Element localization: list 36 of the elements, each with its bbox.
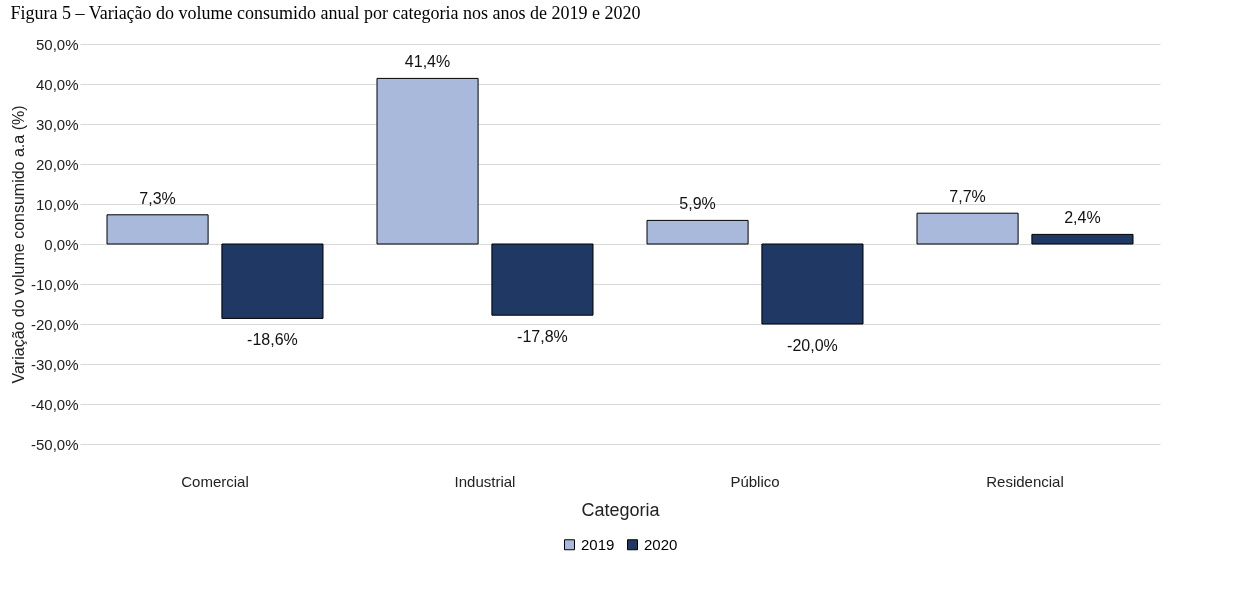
- bar: [376, 77, 479, 245]
- x-axis-title: Categoria: [581, 499, 661, 520]
- data-label: 7,3%: [139, 189, 176, 207]
- legend-label: 2019: [581, 535, 615, 553]
- bar: [106, 214, 209, 245]
- y-tick-label: -10,0%: [30, 275, 79, 293]
- bar: [221, 243, 324, 319]
- y-tick-label: 30,0%: [35, 115, 79, 133]
- bar: [646, 219, 749, 245]
- data-label: 7,7%: [949, 188, 986, 206]
- y-tick-label: 40,0%: [35, 75, 79, 93]
- data-label: -20,0%: [787, 337, 838, 354]
- data-label: 41,4%: [404, 53, 451, 71]
- data-label: 2,4%: [1064, 209, 1101, 227]
- data-label: -18,6%: [247, 331, 298, 349]
- y-tick-label: -50,0%: [30, 435, 79, 453]
- y-axis-title: Variação do volume consumido a.a (%): [9, 105, 27, 384]
- x-tick-label: Comercial: [181, 472, 249, 490]
- x-tick-label: Público: [730, 472, 780, 490]
- bar: [916, 212, 1019, 245]
- y-tick-label: 10,0%: [35, 195, 79, 213]
- data-label: 5,9%: [679, 195, 716, 213]
- chart-title: Figura 5 – Variação do volume consumido anual por categoria nos anos de 2019 e 2020: [10, 3, 641, 23]
- y-tick-label: -30,0%: [30, 355, 79, 373]
- y-tick-label: -20,0%: [30, 315, 79, 333]
- y-tick-label: 0,0%: [44, 235, 79, 253]
- y-tick-label: 20,0%: [35, 155, 79, 173]
- data-label: -17,8%: [517, 328, 568, 346]
- x-tick-label: Residencial: [986, 472, 1064, 490]
- legend-label: 2020: [644, 535, 678, 553]
- bar: [761, 243, 864, 325]
- bar: [491, 243, 594, 316]
- y-tick-label: 50,0%: [35, 35, 79, 53]
- x-tick-label: Industrial: [454, 472, 516, 490]
- y-tick-label: -40,0%: [30, 395, 79, 413]
- bar: [1031, 233, 1134, 245]
